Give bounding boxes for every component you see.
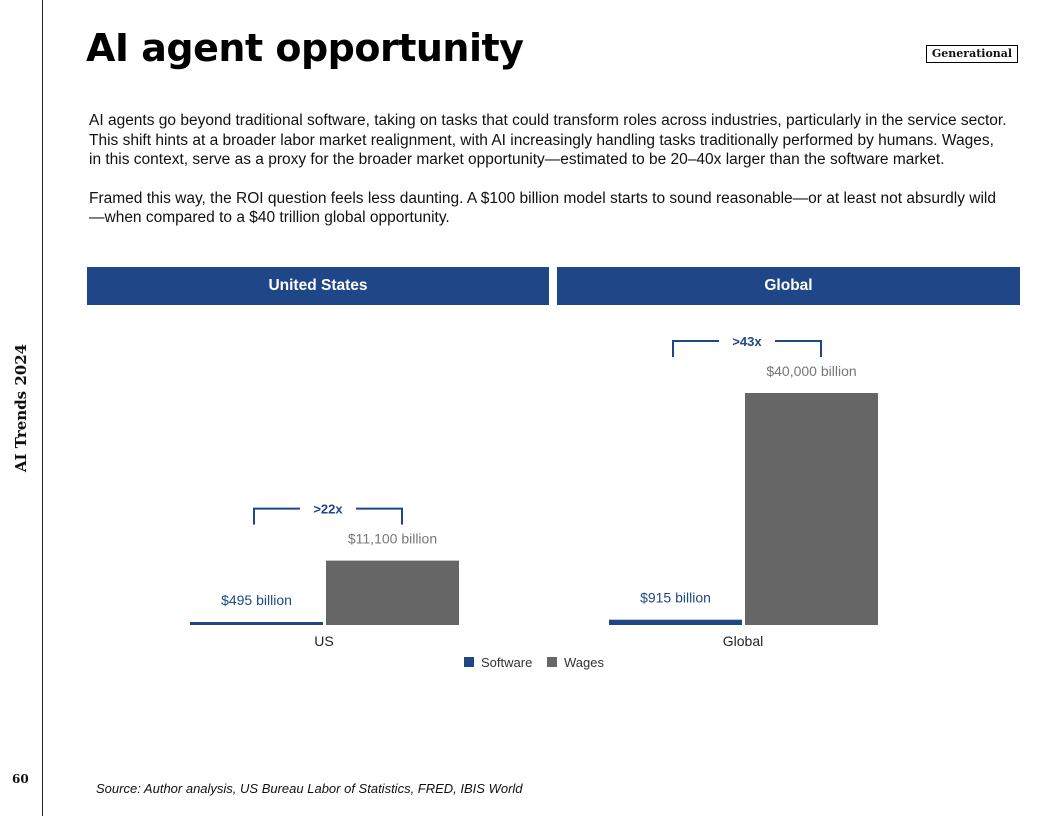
panel-header-us: United States bbox=[87, 267, 549, 305]
body-paragraph-1: AI agents go beyond traditional software… bbox=[89, 112, 1007, 168]
bracket-right-us bbox=[356, 507, 403, 525]
bracket-right-global bbox=[775, 340, 822, 357]
bar-wages-global bbox=[745, 393, 878, 625]
legend-swatch-software bbox=[464, 657, 474, 667]
category-label-us: US bbox=[314, 633, 333, 649]
bar-software-global bbox=[609, 619, 742, 625]
source-note: Source: Author analysis, US Bureau Labor… bbox=[96, 781, 523, 796]
data-label-wages-global: $40,000 billion bbox=[766, 363, 856, 379]
body-paragraph-2: Framed this way, the ROI question feels … bbox=[89, 189, 996, 227]
legend-label-wages: Wages bbox=[564, 655, 604, 670]
bracket-left-us bbox=[253, 507, 300, 525]
category-badge: Generational bbox=[926, 45, 1018, 63]
bar-software-us bbox=[190, 622, 323, 625]
multiplier-label-us: >22x bbox=[313, 502, 343, 517]
legend-label-software: Software bbox=[481, 655, 532, 670]
panel-header-global: Global bbox=[557, 267, 1020, 305]
body-text: AI agents go beyond traditional software… bbox=[89, 111, 1009, 247]
data-label-wages-us: $11,100 billion bbox=[348, 531, 437, 547]
bar-wages-us bbox=[326, 560, 459, 625]
page-number: 60 bbox=[12, 772, 29, 786]
legend-swatch-wages bbox=[547, 657, 557, 667]
bracket-left-global bbox=[672, 340, 719, 357]
data-label-software-global: $915 billion bbox=[640, 590, 711, 606]
category-label-global: Global bbox=[723, 633, 763, 649]
sidebar-divider bbox=[42, 0, 43, 816]
data-label-software-us: $495 billion bbox=[221, 592, 292, 608]
multiplier-label-global: >43x bbox=[732, 334, 762, 349]
page-title: AI agent opportunity bbox=[86, 26, 524, 70]
